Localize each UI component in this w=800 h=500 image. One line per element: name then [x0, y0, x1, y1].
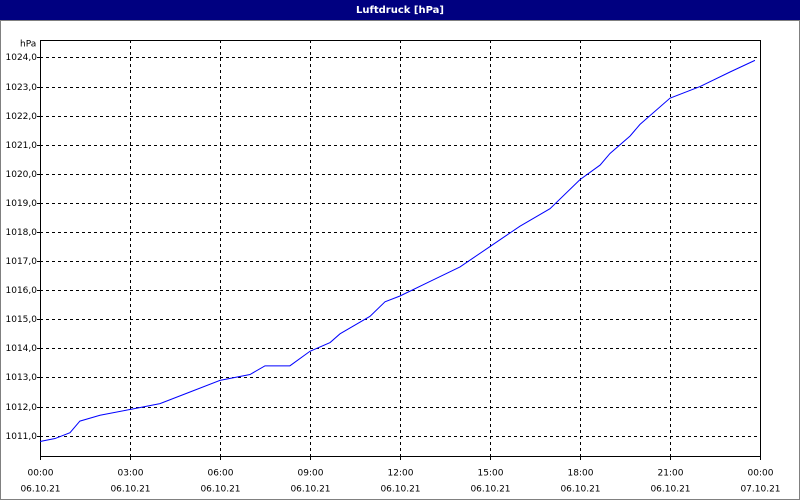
x-tick-label: 18:00 [568, 469, 594, 479]
x-tick-label: 00:00 [748, 469, 774, 479]
y-tick-label: 1012,0 [6, 403, 38, 413]
x-tick-label: 12:00 [388, 469, 414, 479]
x-tick-label: 21:00 [658, 469, 684, 479]
x-tick-date: 06.10.21 [110, 485, 150, 495]
y-tick-label: 1013,0 [6, 373, 38, 383]
y-tick-label: 1011,0 [6, 432, 38, 442]
x-tick-date: 06.10.21 [380, 485, 420, 495]
y-tick-label: 1015,0 [6, 315, 38, 325]
x-tick-date: 06.10.21 [20, 485, 60, 495]
plot-area [40, 40, 760, 456]
plot-border [40, 40, 761, 457]
y-tick-label: 1014,0 [6, 344, 38, 354]
x-tick-date: 06.10.21 [560, 485, 600, 495]
y-tick-label: 1017,0 [6, 257, 38, 267]
x-tick-label: 06:00 [208, 469, 234, 479]
chart-title: Luftdruck [hPa] [356, 5, 444, 16]
title-bar [0, 0, 800, 20]
line [39, 59, 756, 442]
x-tick-date: 06.10.21 [470, 485, 510, 495]
y-tick-label: 1021,0 [6, 141, 38, 151]
y-tick-label: 1018,0 [6, 228, 38, 238]
x-tick-date: 07.10.21 [740, 485, 780, 495]
x-tick-date: 06.10.21 [650, 485, 690, 495]
x-tick-label: 09:00 [298, 469, 324, 479]
x-tick-label: 00:00 [28, 469, 54, 479]
x-tick-date: 06.10.21 [200, 485, 240, 495]
y-tick-label: 1023,0 [6, 83, 38, 93]
y-tick-label: 1020,0 [6, 170, 38, 180]
y-tick-label: 1024,0 [6, 53, 38, 63]
x-tick-date: 06.10.21 [290, 485, 330, 495]
y-unit: hPa [20, 40, 36, 50]
y-tick-label: 1019,0 [6, 199, 38, 209]
y-tick-label: 1022,0 [6, 112, 38, 122]
y-tick-label: 1016,0 [6, 286, 38, 296]
x-tick-label: 15:00 [478, 469, 504, 479]
x-tick-label: 03:00 [118, 469, 144, 479]
